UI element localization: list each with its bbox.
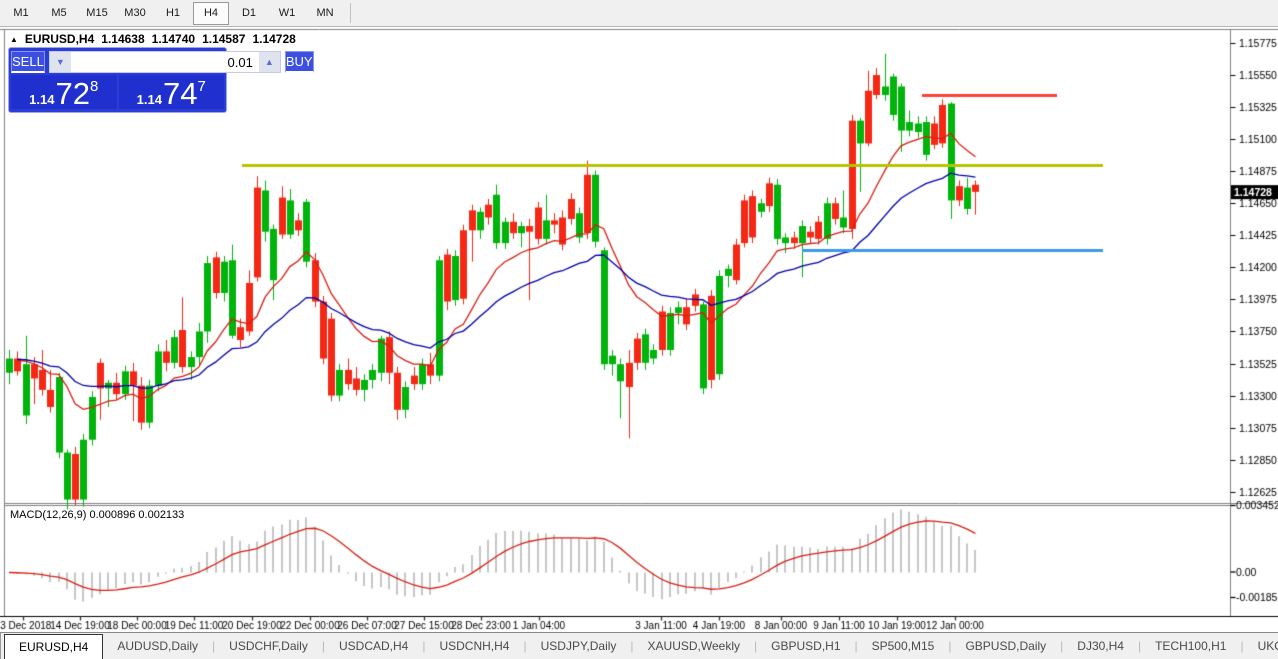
ohlc-open: 1.14638 (101, 32, 145, 46)
timeframe-toolbar: M1 M5 M15 M30 H1 H4 D1 W1 MN (0, 0, 1278, 27)
tab-separator: | (1137, 639, 1142, 653)
timeframe-button-W1[interactable]: W1 (278, 7, 296, 19)
chart-tab-DJ30-H4[interactable]: DJ30,H4 (1077, 639, 1124, 653)
chart-tab-AUDUSD-Daily[interactable]: AUDUSD,Daily (117, 639, 199, 653)
tabbar-drag-handle[interactable] (0, 633, 1, 659)
tab-separator: | (212, 639, 216, 653)
buy-button[interactable]: BUY (284, 51, 314, 73)
chart-tab-USDCHF-Daily[interactable]: USDCHF,Daily (229, 639, 308, 653)
chart-tab-GBPUSD-H1[interactable]: GBPUSD,H1 (771, 639, 841, 653)
sell-button[interactable]: SELL (11, 51, 45, 73)
volume-down-icon[interactable]: ▼ (49, 52, 71, 72)
tab-separator: | (523, 639, 527, 653)
chart-tab-USDCAD-H4[interactable]: USDCAD,H4 (338, 639, 409, 653)
timeframe-button-D1[interactable]: D1 (241, 7, 257, 19)
sell-price-small: 1.14 (29, 92, 55, 107)
buy-price-big: 74 (162, 75, 198, 111)
buy-price-sup: 7 (197, 78, 206, 95)
buy-price-small: 1.14 (136, 92, 162, 107)
ohlc-close: 1.14728 (252, 32, 296, 46)
toolbar-separator (350, 3, 351, 23)
tab-separator: | (422, 639, 426, 653)
sell-price-panel[interactable]: 1.14 72 8 (11, 75, 117, 109)
volume-up-icon[interactable]: ▲ (258, 52, 280, 72)
tab-separator: | (948, 639, 952, 653)
chart-tab-USDCNH-H4[interactable]: USDCNH,H4 (439, 639, 510, 653)
timeframe-button-M1[interactable]: M1 (13, 7, 29, 19)
tab-separator: | (1060, 639, 1064, 653)
timeframe-button-M30[interactable]: M30 (124, 7, 146, 19)
sell-price-big: 72 (55, 75, 90, 111)
tab-separator: | (854, 639, 858, 653)
chart-tab-SP500-M15[interactable]: SP500,M15 (871, 639, 935, 653)
tab-separator: | (630, 639, 634, 653)
ohlc-low: 1.14587 (202, 32, 246, 46)
timeframe-button-MN[interactable]: MN (316, 7, 334, 19)
chart-window: ▲ EURUSD,H4 1.14638 1.14740 1.14587 1.14… (0, 28, 1278, 632)
symbol-name: EURUSD,H4 (24, 32, 95, 46)
chart-tab-GBPUSD-Daily[interactable]: GBPUSD,Daily (965, 639, 1047, 653)
chart-canvas[interactable] (0, 28, 1278, 632)
chart-tab-USDJPY-Daily[interactable]: USDJPY,Daily (540, 639, 617, 653)
symbol-header: ▲ EURUSD,H4 1.14638 1.14740 1.14587 1.14… (10, 32, 296, 46)
tab-separator: | (321, 639, 325, 653)
ohlc-high: 1.14740 (151, 32, 196, 46)
tab-separator: | (1240, 639, 1244, 653)
chart-tab-bar: EURUSD,H4 AUDUSD,Daily | USDCHF,Daily | USDCA… (0, 632, 1278, 659)
chart-tab-TECH100-H1[interactable]: TECH100,H1 (1155, 639, 1227, 653)
buy-price-panel[interactable]: 1.14 74 7 (118, 75, 224, 111)
timeframe-button-H1[interactable]: H1 (165, 7, 181, 19)
timeframe-button-H4[interactable]: H4 (193, 1, 229, 25)
chart-tab-EURUSD-H4[interactable]: EURUSD,H4 (4, 634, 104, 659)
expand-triangle-icon[interactable]: ▲ (10, 34, 18, 44)
chart-tab-XAUUSD-Weekly[interactable]: XAUUSD,Weekly (647, 639, 741, 653)
timeframe-button-M15[interactable]: M15 (86, 7, 108, 19)
tab-separator: | (754, 639, 758, 653)
sell-price-sup: 8 (89, 78, 99, 95)
one-click-trading-panel: SELL ▼ ▲ BUY 1.14 72 8 1.14 74 7 (8, 47, 314, 113)
timeframe-button-M5[interactable]: M5 (51, 7, 67, 19)
volume-stepper: ▼ ▲ (48, 51, 281, 73)
volume-input[interactable] (70, 52, 259, 72)
macd-indicator-label: MACD(12,26,9) 0.000896 0.002133 (10, 509, 185, 521)
chart-tab-UKOil-H1[interactable]: UKOil,H1 (1257, 639, 1278, 653)
